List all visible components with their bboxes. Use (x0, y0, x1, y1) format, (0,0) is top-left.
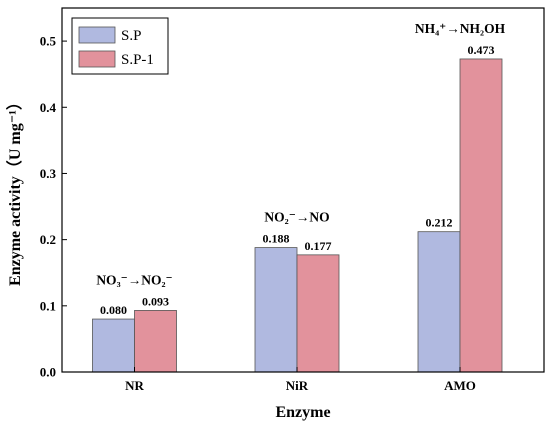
legend: S.P S.P-1 (71, 17, 169, 75)
annotations-group: NO₃⁻→NO₂⁻ NO₂⁻→NO NH₄⁺→NH₂OH (96, 21, 505, 287)
y-tick-label: 0.2 (40, 232, 56, 247)
y-tick-label: 0.0 (40, 365, 56, 380)
bar-nr-s-p (92, 318, 135, 373)
legend-swatch-s-p-1 (78, 50, 116, 68)
y-axis-ticks: 0.0 0.1 0.2 0.3 0.4 0.5 (40, 34, 67, 380)
bar-amo-s-p-1 (459, 58, 503, 373)
value-label-amo-s-p: 0.212 (426, 216, 453, 230)
bar-nir-s-p-1 (296, 254, 340, 373)
y-tick-label: 0.5 (40, 34, 57, 49)
bars-group (92, 58, 503, 373)
x-tick-label: NiR (286, 378, 309, 393)
x-axis-ticks: NR NiR AMO (125, 367, 476, 393)
value-label-nir-s-p: 0.188 (263, 232, 290, 246)
bar-amo-s-p (417, 231, 461, 373)
x-axis-label: Enzyme (275, 404, 330, 421)
value-label-nir-s-p-1: 0.177 (305, 239, 332, 253)
value-labels-group: 0.080 0.093 0.188 0.177 0.212 0.473 (100, 43, 495, 317)
x-tick-label: AMO (444, 378, 476, 393)
plot-frame (61, 7, 545, 373)
y-tick-label: 0.1 (40, 298, 56, 313)
annotation-amo: NH₄⁺→NH₂OH (415, 21, 506, 36)
legend-label-s-p-1: S.P-1 (121, 52, 154, 68)
x-tick-label: NR (125, 378, 144, 393)
legend-swatch-s-p (78, 26, 116, 44)
value-label-nr-s-p: 0.080 (100, 303, 127, 317)
legend-label-s-p: S.P (121, 28, 141, 44)
value-label-amo-s-p-1: 0.473 (468, 43, 495, 57)
bar-nr-s-p-1 (134, 310, 177, 373)
y-tick-label: 0.4 (40, 100, 57, 115)
y-tick-label: 0.3 (40, 166, 57, 181)
value-label-nr-s-p-1: 0.093 (142, 294, 169, 308)
annotation-nr: NO₃⁻→NO₂⁻ (96, 272, 172, 287)
y-axis-label: Enzyme activity（U mg⁻¹） (6, 94, 24, 286)
annotation-nir: NO₂⁻→NO (264, 210, 329, 225)
bar-nir-s-p (254, 247, 298, 373)
